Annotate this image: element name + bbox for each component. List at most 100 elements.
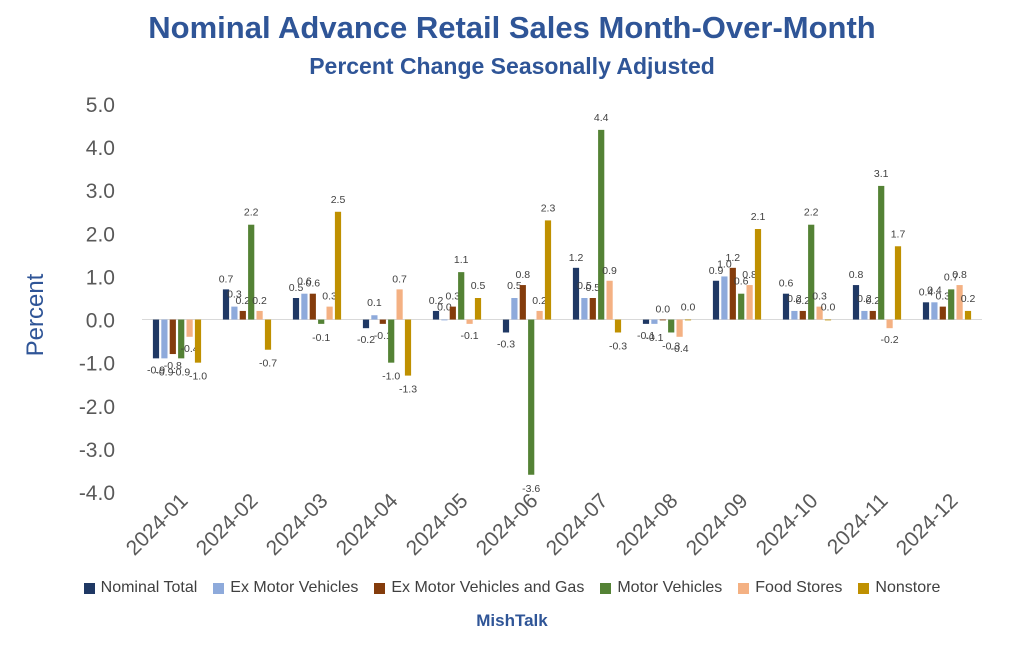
data-label: 1.1 [454,254,469,266]
data-label: 0.8 [952,269,967,281]
bar [309,293,316,320]
bar [572,267,580,320]
y-tick-label: 5.0 [86,94,115,117]
y-tick-label: 4.0 [86,137,115,160]
x-tick-label: 2024-02 [192,489,263,560]
data-label: 0.6 [305,278,320,290]
legend-label: Food Stores [755,579,843,596]
bar [441,319,448,321]
legend-label: Nonstore [875,579,941,596]
data-label: 0.3 [227,289,242,301]
data-label: 0.8 [515,269,530,281]
data-label: 2.3 [541,202,556,214]
bar [878,185,885,320]
legend-swatch [213,582,225,594]
data-label: 0.8 [849,269,864,281]
y-tick-label: 1.0 [86,266,115,289]
bar [256,310,263,320]
legend-label: Ex Motor Vehicles [230,579,359,596]
bar [676,319,683,337]
data-label: 0.2 [865,295,880,307]
data-label: -0.9 [172,366,190,378]
data-label: 0.9 [709,265,724,277]
data-label: 0.9 [602,265,617,277]
y-tick-label: -2.0 [79,396,115,419]
legend-label: Nominal Total [100,579,198,596]
legend-swatch [600,582,612,594]
legend-label: Motor Vehicles [617,579,723,596]
legend-swatch [374,582,386,594]
bar [606,280,613,320]
bar [292,298,300,320]
bar [466,319,473,324]
bar [528,319,535,475]
bar [301,293,308,320]
x-tick-label: 2024-04 [332,489,403,560]
x-tick-label: 2024-08 [612,489,683,560]
bar [939,306,946,320]
bar [816,306,823,320]
bar [502,319,510,333]
bar [642,319,650,324]
bar [808,224,815,320]
data-label: -0.3 [609,340,627,352]
bar [519,285,526,320]
data-label: 3.1 [874,168,889,180]
x-tick-label: 2024-07 [542,489,613,560]
data-label: 0.3 [322,291,337,303]
y-tick-label: 0.0 [86,310,115,333]
bar [536,310,543,320]
data-label: 0.0 [821,302,836,314]
legend-item: Food Stores [738,579,842,597]
data-label: -0.3 [497,338,515,350]
data-label: 0.0 [681,302,696,314]
data-label: 1.0 [717,258,732,270]
data-label: 0.2 [429,295,444,307]
bar [598,129,605,320]
data-label: 0.7 [392,273,407,285]
bar [668,319,675,333]
data-label: 0.5 [577,280,592,292]
data-label: 1.7 [891,228,906,240]
bar [362,319,370,329]
bar [186,319,193,337]
bar [651,319,658,324]
data-label: 0.5 [585,282,600,294]
bar [318,319,325,324]
data-label: 0.7 [219,273,234,285]
bar [729,267,736,320]
bar [791,310,798,320]
bar [511,298,518,320]
data-label: -0.9 [155,366,173,378]
data-label: 0.5 [471,280,486,292]
bar [614,319,622,333]
data-label: -1.3 [399,384,417,396]
data-label: -0.1 [312,332,330,344]
bar [931,302,938,320]
data-label: 0.3 [445,291,460,303]
bar [852,285,860,320]
bar [956,285,963,320]
data-label: 0.2 [857,293,872,305]
data-label: 2.2 [804,207,819,219]
x-tick-label: 2024-01 [122,489,193,560]
bar [544,220,552,320]
data-label: 0.7 [944,271,959,283]
bar [152,319,160,359]
data-label: 2.1 [751,211,766,223]
bar [922,302,930,320]
data-label: 0.5 [289,282,304,294]
data-label: 4.4 [594,112,609,124]
bar [754,229,762,320]
bar [712,280,720,320]
legend-item: Motor Vehicles [600,579,722,597]
bar [222,289,230,320]
bar [388,319,395,363]
bar [248,224,255,320]
data-label: -0.4 [181,343,199,355]
data-label: -3.6 [522,483,540,495]
bar [194,319,202,363]
data-label: -1.0 [189,371,207,383]
data-label: 0.0 [437,302,452,314]
